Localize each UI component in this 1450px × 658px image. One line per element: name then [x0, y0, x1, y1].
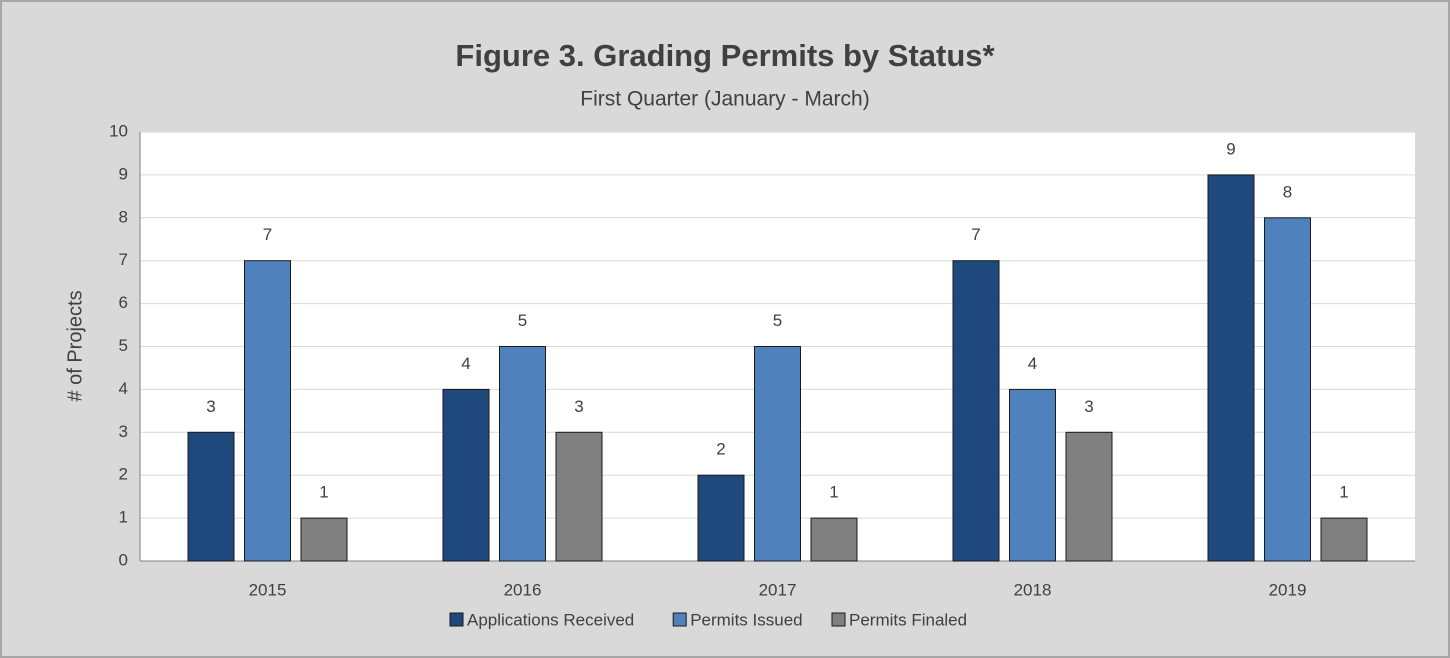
y-tick-label: 4 [119, 379, 128, 398]
bar [1207, 174, 1255, 562]
x-tick-label: 2016 [504, 580, 542, 599]
data-label: 1 [829, 483, 838, 502]
y-tick-label: 3 [119, 422, 128, 441]
y-tick-label: 8 [119, 207, 128, 226]
chart-title: Figure 3. Grading Permits by Status* [455, 38, 995, 73]
bar [244, 260, 291, 562]
x-tick-label: 2018 [1014, 580, 1052, 599]
bar [187, 431, 235, 562]
data-label: 4 [461, 354, 470, 373]
data-label: 1 [1339, 483, 1348, 502]
bar [300, 517, 348, 562]
y-tick-label: 10 [109, 121, 128, 140]
chart-subtitle: First Quarter (January - March) [580, 88, 869, 111]
data-label: 8 [1283, 182, 1292, 201]
data-label: 7 [263, 225, 272, 244]
bar [1264, 217, 1311, 562]
data-label: 3 [574, 397, 583, 416]
y-tick-label: 7 [119, 250, 128, 269]
bar [442, 388, 490, 562]
y-tick-label: 2 [119, 465, 128, 484]
y-tick-label: 9 [119, 164, 128, 183]
y-tick-label: 5 [119, 336, 128, 355]
legend-swatch [449, 612, 464, 627]
bar [555, 431, 603, 562]
y-tick-label: 0 [119, 550, 128, 569]
bar [1065, 431, 1113, 562]
bar [952, 260, 1000, 562]
bar [754, 346, 801, 562]
legend-swatch [672, 612, 687, 627]
legend-label: Permits Issued [690, 610, 802, 629]
x-tick-label: 2019 [1269, 580, 1307, 599]
data-label: 7 [971, 225, 980, 244]
data-label: 5 [518, 311, 527, 330]
x-tick-label: 2015 [249, 580, 287, 599]
bar [1320, 517, 1368, 562]
bar [1009, 388, 1056, 562]
x-tick-label: 2017 [759, 580, 797, 599]
data-label: 2 [716, 440, 725, 459]
data-label: 5 [773, 311, 782, 330]
legend-label: Permits Finaled [849, 610, 967, 629]
y-tick-label: 1 [119, 508, 128, 527]
data-label: 1 [319, 483, 328, 502]
data-label: 9 [1226, 139, 1235, 158]
data-label: 4 [1028, 354, 1037, 373]
y-axis-label: # of Projects [64, 290, 86, 401]
bar [499, 346, 546, 562]
data-label: 3 [1084, 397, 1093, 416]
legend-swatch [831, 612, 846, 627]
y-tick-label: 6 [119, 293, 128, 312]
data-label: 3 [206, 397, 215, 416]
legend-label: Applications Received [467, 610, 634, 629]
bar [810, 517, 858, 562]
bar [697, 474, 745, 562]
